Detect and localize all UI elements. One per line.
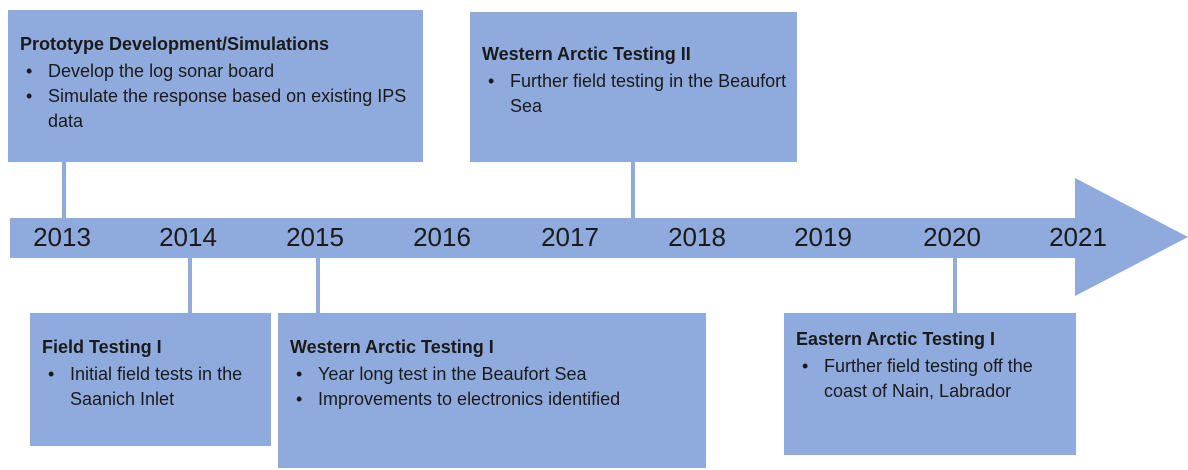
- bullet-item: Further field testing off the coast of N…: [802, 354, 1066, 404]
- year-label: 2013: [33, 222, 91, 252]
- bullet-item: Simulate the response based on existing …: [26, 84, 413, 134]
- event-title: Prototype Development/Simulations: [20, 34, 330, 54]
- event-title: Western Arctic Testing I: [290, 337, 494, 357]
- year-label: 2018: [668, 222, 726, 252]
- bullet-item: Year long test in the Beaufort Sea: [296, 362, 696, 387]
- year-label: 2020: [923, 222, 981, 252]
- bullet-item: Develop the log sonar board: [26, 59, 413, 84]
- bullet-list: Further field testing in the Beaufort Se…: [482, 69, 787, 119]
- event-title: Field Testing I: [42, 337, 162, 357]
- year-label: 2017: [541, 222, 599, 252]
- event-box: Western Arctic Testing I Year long test i…: [278, 313, 706, 468]
- bullet-item: Initial field tests in the Saanich Inlet: [48, 362, 261, 412]
- bullet-list: Further field testing off the coast of N…: [796, 354, 1066, 404]
- year-label: 2015: [286, 222, 344, 252]
- bullet-item: Further field testing in the Beaufort Se…: [488, 69, 787, 119]
- event-box: Field Testing I Initial field tests in th…: [30, 313, 271, 446]
- event-box: Prototype Development/Simulations Develop…: [8, 10, 423, 162]
- timeline-bar: [10, 218, 1076, 258]
- year-label: 2019: [794, 222, 852, 252]
- year-label: 2021: [1049, 222, 1107, 252]
- bullet-list: Initial field tests in the Saanich Inlet: [42, 362, 261, 412]
- event-title: Eastern Arctic Testing I: [796, 329, 996, 349]
- year-label: 2016: [413, 222, 471, 252]
- year-label: 2014: [159, 222, 217, 252]
- bullet-item: Improvements to electronics identified: [296, 387, 696, 412]
- event-box: Eastern Arctic Testing I Further field te…: [784, 313, 1076, 455]
- timeline-arrowhead: [1075, 178, 1188, 296]
- bullet-list: Year long test in the Beaufort SeaImprov…: [290, 362, 696, 412]
- bullet-list: Develop the log sonar boardSimulate the …: [20, 59, 413, 134]
- connectors: [62, 160, 957, 315]
- event-title: Western Arctic Testing II: [482, 44, 691, 64]
- event-box: Western Arctic Testing II Further field t…: [470, 12, 797, 162]
